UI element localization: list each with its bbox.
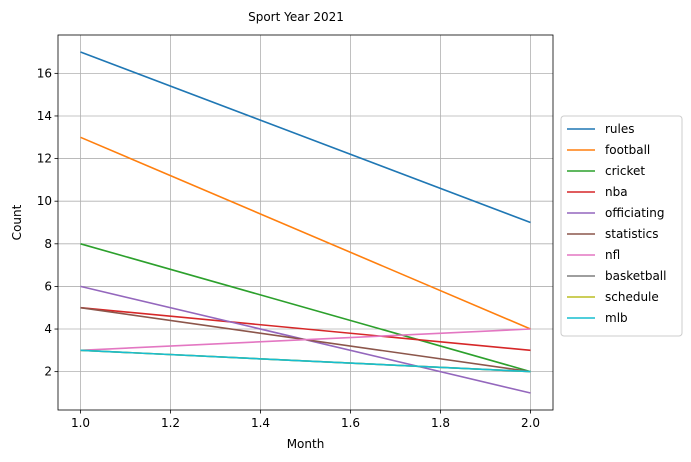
x-tick-label: 1.0 — [71, 416, 90, 430]
y-tick-label: 2 — [44, 365, 52, 379]
legend: rules football cricket nba officiating statis… — [560, 115, 683, 337]
legend-label-football: football — [605, 143, 650, 157]
y-tick-label: 16 — [37, 66, 52, 80]
plot-frame — [57, 34, 554, 411]
legend-label-nba: nba — [605, 185, 628, 199]
series-line-cricket — [80, 243, 531, 373]
series-line-football — [80, 136, 531, 330]
chart-title: Sport Year 2021 — [248, 10, 344, 24]
y-tick-label: 10 — [37, 194, 52, 208]
legend-label-statistics: statistics — [605, 227, 659, 241]
series-line-mlb — [80, 349, 531, 373]
y-tick-label: 4 — [44, 322, 52, 336]
x-axis-label: Month — [287, 437, 325, 451]
x-axis-ticks: 1.0 1.2 1.4 1.6 1.8 2.0 — [71, 410, 540, 430]
y-tick-label: 12 — [37, 152, 52, 166]
legend-label-basketball: basketball — [605, 269, 666, 283]
x-tick-label: 2.0 — [521, 416, 540, 430]
legend-label-schedule: schedule — [605, 290, 659, 304]
series-lines — [80, 51, 531, 394]
x-tick-label: 1.8 — [431, 416, 450, 430]
y-tick-label: 8 — [44, 237, 52, 251]
series-line-nfl — [80, 328, 531, 352]
legend-label-officiating: officiating — [605, 206, 665, 220]
y-tick-label: 6 — [44, 279, 52, 293]
y-axis-label: Count — [10, 204, 24, 240]
series-line-nba — [80, 306, 531, 352]
legend-label-rules: rules — [605, 122, 635, 136]
series-line-rules — [80, 51, 531, 224]
x-tick-label: 1.4 — [251, 416, 270, 430]
legend-label-nfl: nfl — [605, 248, 620, 262]
grid — [58, 35, 553, 410]
x-tick-label: 1.6 — [341, 416, 360, 430]
y-axis-ticks: 2 4 6 8 10 12 14 16 — [37, 66, 58, 379]
legend-label-mlb: mlb — [605, 311, 628, 325]
y-tick-label: 14 — [37, 109, 52, 123]
x-tick-label: 1.2 — [161, 416, 180, 430]
legend-label-cricket: cricket — [605, 164, 645, 178]
